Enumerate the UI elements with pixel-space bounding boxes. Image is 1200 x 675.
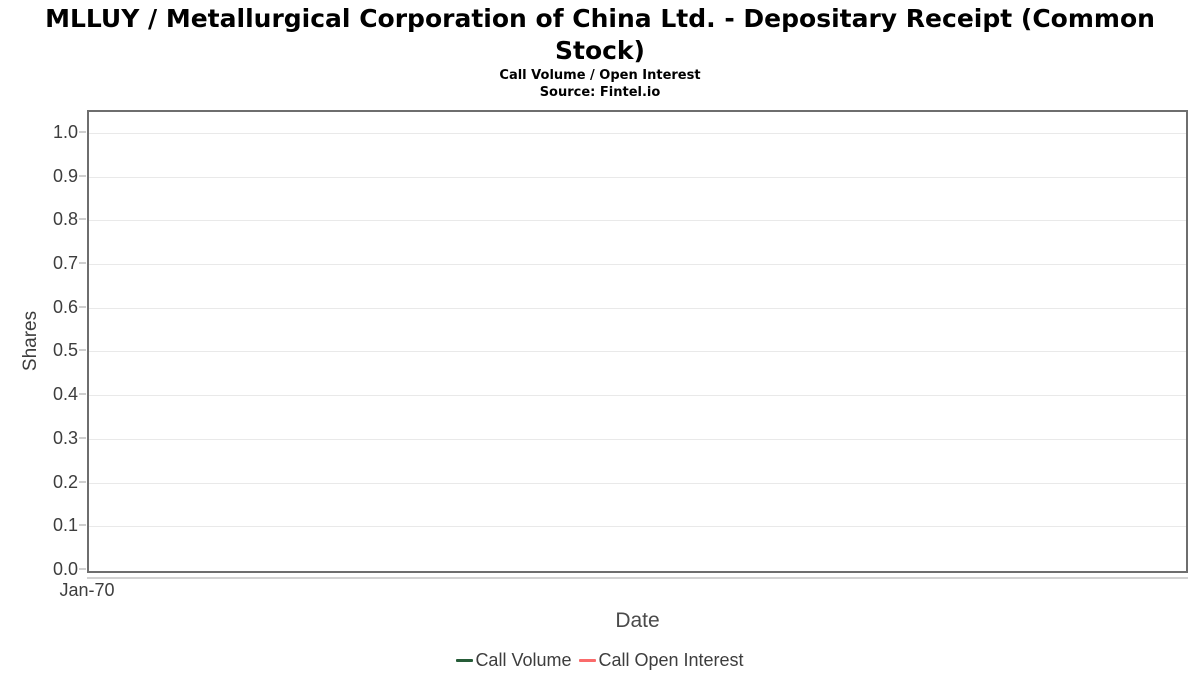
gridline	[89, 438, 1186, 440]
gridline	[89, 526, 1186, 528]
x-axis-tick-label-text: Jan-70	[59, 580, 115, 600]
gridline	[89, 132, 1186, 134]
y-tick-mark	[79, 436, 86, 439]
legend-marker-icon	[579, 658, 597, 662]
y-tick-label: 0.5	[52, 340, 78, 361]
y-tick-mark	[79, 568, 86, 570]
chart-source-label: Source: Fintel.io	[539, 85, 661, 100]
y-tick-label: 0.6	[52, 296, 78, 317]
y-tick-mark	[79, 393, 86, 396]
gridline	[89, 220, 1186, 222]
y-tick-mark	[79, 218, 86, 221]
legend-label: Call Open Interest	[598, 650, 744, 670]
gridline	[89, 482, 1186, 484]
y-tick-label: 0.1	[52, 515, 78, 536]
legend-item-call-open-interest[interactable]: Call Open Interest	[579, 648, 744, 672]
gridline	[89, 176, 1186, 178]
y-tick-label: 0.4	[52, 384, 78, 405]
y-tick-mark	[79, 349, 86, 352]
y-tick-mark	[79, 305, 86, 308]
chart-title: MLLUY / Metallurgical Corporation of Chi…	[0, 3, 1200, 67]
x-axis-line	[87, 577, 1188, 579]
y-tick-label: 1.0	[52, 121, 78, 142]
chart-title-line-2: Stock)	[554, 36, 645, 65]
plot-area	[87, 110, 1188, 573]
y-tick-mark	[79, 174, 86, 177]
y-tick-label: 0.8	[52, 209, 78, 230]
y-axis-tick-labels: 0.0 0.1 0.2 0.3 0.4 0.5 0.6 0.7 0.8 0.9 1.0	[0, 110, 78, 579]
chart-title-line-1: MLLUY / Metallurgical Corporation of Chi…	[45, 4, 1155, 33]
legend-item-call-volume[interactable]: Call Volume	[456, 648, 571, 672]
y-tick-label: 0.9	[52, 165, 78, 186]
y-tick-mark	[79, 480, 86, 483]
y-tick-label: 0.0	[52, 559, 78, 579]
x-axis-title: Date	[615, 609, 660, 632]
gridline	[89, 307, 1186, 309]
legend: Call Volume Call Open Interest	[0, 646, 1200, 674]
y-tick-mark	[79, 524, 86, 527]
legend-marker-icon	[456, 658, 474, 662]
y-tick-mark	[79, 262, 86, 264]
chart-subtitle: Call Volume / Open Interest	[499, 68, 701, 83]
gridline	[89, 351, 1186, 353]
gridline	[89, 395, 1186, 397]
legend-label: Call Volume	[475, 650, 572, 670]
y-tick-label: 0.2	[52, 471, 78, 492]
y-tick-mark	[79, 130, 86, 133]
y-axis-tick-marks	[79, 110, 86, 573]
y-tick-label: 0.7	[52, 253, 78, 273]
gridline	[89, 264, 1186, 265]
y-tick-label: 0.3	[52, 427, 78, 448]
